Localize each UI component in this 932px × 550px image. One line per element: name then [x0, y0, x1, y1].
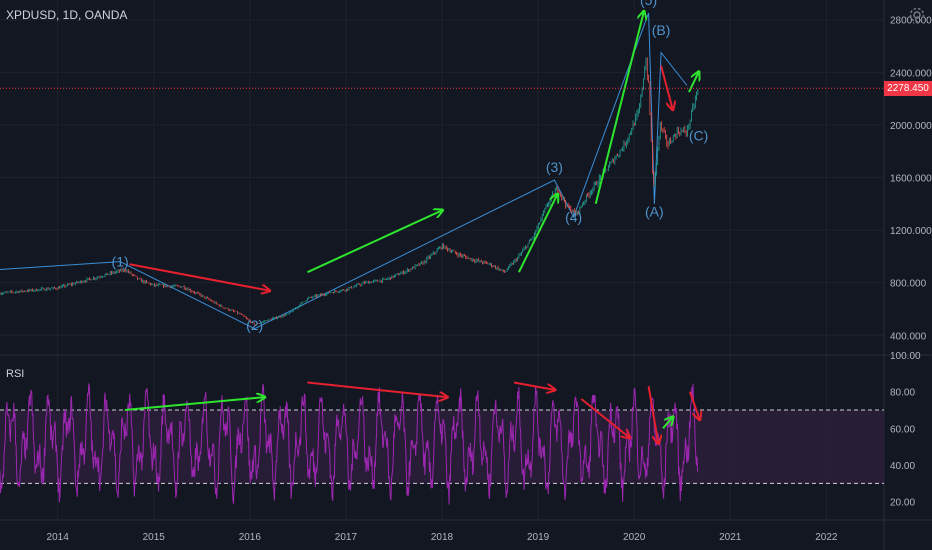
time-tick-label: 2017 [335, 532, 358, 543]
rsi-tick-label: 40.00 [890, 461, 915, 472]
wave-label: (C) [689, 127, 708, 143]
time-tick-label: 2016 [239, 532, 262, 543]
time-tick-label: 2018 [431, 532, 454, 543]
price-tick-label: 2800.000 [890, 16, 932, 27]
wave-label: (B) [652, 22, 671, 38]
rsi-band [0, 410, 884, 484]
rsi-tick-label: 80.00 [890, 388, 915, 399]
symbol-title[interactable]: XPDUSD, 1D, OANDA [6, 8, 128, 22]
rsi-arrow-green [662, 417, 673, 429]
wave-label: (A) [645, 204, 664, 220]
wave-label: (1) [112, 254, 129, 270]
wave-line [0, 12, 688, 330]
rsi-title[interactable]: RSI [6, 368, 25, 380]
time-tick-label: 2019 [527, 532, 550, 543]
candles [0, 57, 699, 326]
price-tick-label: 800.000 [890, 279, 927, 290]
rsi-arrow-red [513, 381, 554, 390]
time-tick-label: 2014 [47, 532, 70, 543]
price-axis[interactable]: 400.000 800.000 1200.000 1600.000 2000.000 24… [890, 16, 932, 343]
arrows [124, 12, 700, 443]
wave-label: (5) [640, 0, 657, 8]
price-arrow-green [307, 210, 442, 274]
price-tick-label: 1600.000 [890, 174, 932, 185]
rsi-arrow-red [688, 391, 700, 420]
wave-label: (4) [565, 209, 582, 225]
gear-icon[interactable] [908, 6, 926, 24]
rsi-tick-label: 60.00 [890, 424, 915, 435]
rsi-arrow-red [580, 398, 629, 438]
price-tick-label: 2400.000 [890, 68, 932, 79]
rsi-arrow-red [307, 381, 446, 398]
rsi-line [0, 382, 884, 505]
elliott-wave-line [0, 12, 688, 330]
price-arrow-green [688, 72, 699, 93]
rsi-axis[interactable]: 20.00 40.00 60.00 80.00 100.00 [890, 351, 921, 509]
price-tick-label: 1200.000 [890, 226, 932, 237]
last-price-tag: 2278.450 [884, 80, 932, 96]
rsi-arrow-green [124, 397, 264, 411]
time-tick-label: 2015 [143, 532, 166, 543]
rsi-arrow-red [647, 385, 659, 443]
wave-label: (2) [246, 317, 263, 333]
rsi-tick-label: 100.00 [890, 351, 921, 362]
time-axis[interactable]: 2014 2015 2016 2017 2018 2019 2020 2021 2022 [47, 532, 838, 543]
price-arrow-red [129, 263, 269, 290]
rsi-tick-label: 20.00 [890, 498, 915, 509]
wave-labels: (1) (2) (3) (4) (5) (A) (B) (C) [112, 0, 709, 333]
wave-label: (3) [546, 159, 563, 175]
rsi-series [0, 382, 699, 505]
price-arrow-green [594, 12, 644, 205]
price-tick-label: 2000.000 [890, 121, 932, 132]
time-tick-label: 2021 [719, 532, 742, 543]
price-tick-label: 400.000 [890, 331, 927, 342]
price-arrow-green [517, 195, 557, 273]
time-tick-label: 2020 [623, 532, 646, 543]
time-tick-label: 2022 [815, 532, 838, 543]
price-arrow-red [660, 65, 673, 109]
